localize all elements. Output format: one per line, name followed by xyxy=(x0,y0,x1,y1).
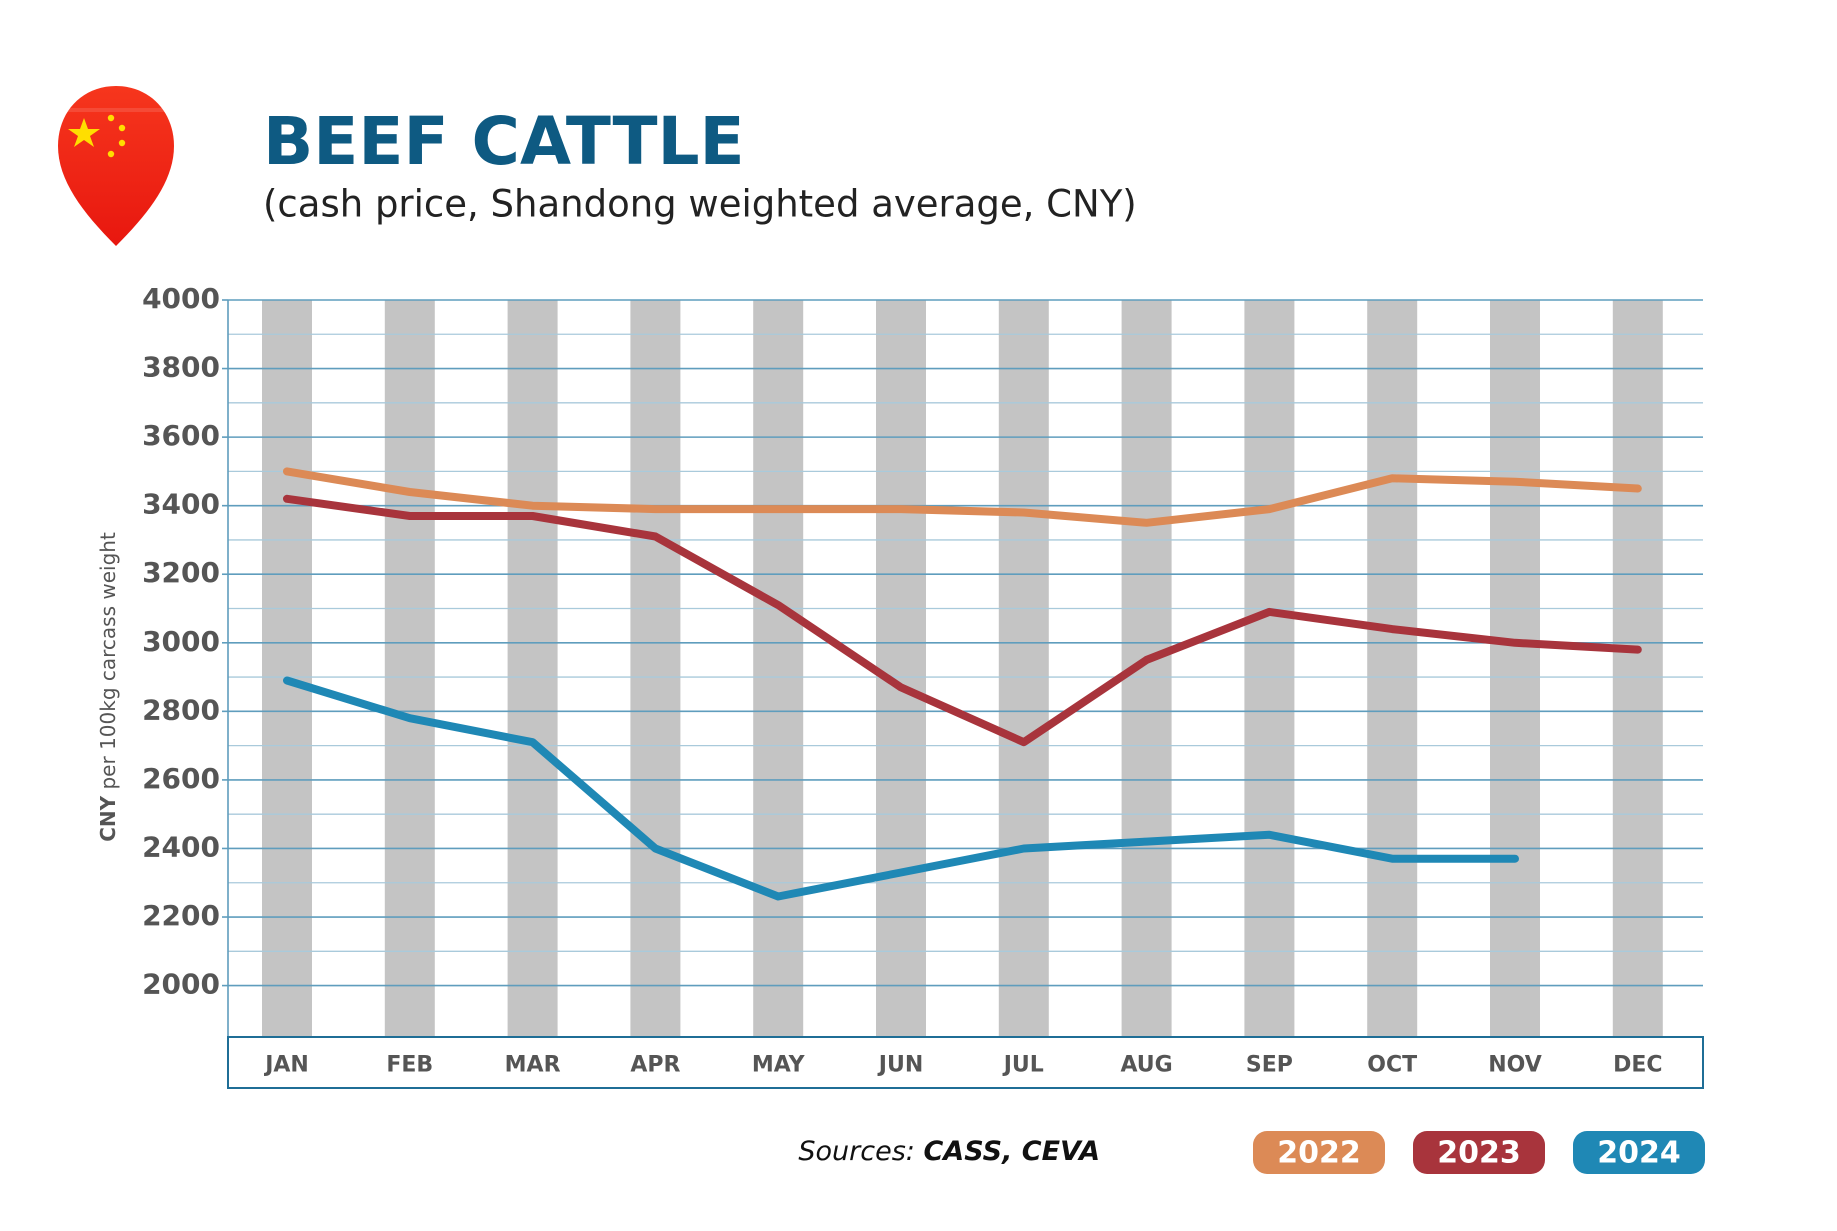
x-tick-label: SEP xyxy=(1246,1053,1293,1078)
series-line xyxy=(283,676,1519,901)
sources-label: Sources: xyxy=(798,1136,915,1167)
x-tick-label: MAY xyxy=(752,1053,806,1078)
y-tick-label: 3400 xyxy=(142,488,220,521)
column-band xyxy=(384,300,435,1037)
x-tick-label: APR xyxy=(630,1053,680,1078)
y-tick-label: 3800 xyxy=(142,351,220,384)
column-band xyxy=(876,300,926,1037)
x-axis-box xyxy=(227,1036,1704,1089)
flag-pin xyxy=(58,86,174,246)
legend-label: 2022 xyxy=(1277,1136,1361,1171)
series-line xyxy=(283,467,1642,527)
column-band xyxy=(1612,300,1663,1037)
chart-subtitle: (cash price, Shandong weighted average, … xyxy=(263,183,1137,226)
column-band xyxy=(507,300,558,1037)
y-tick-label: 4000 xyxy=(142,282,220,315)
y-axis-label: CNY per 100kg carcass weight xyxy=(96,532,120,842)
x-tick-label: FEB xyxy=(386,1053,433,1078)
y-tick-label: 2600 xyxy=(142,762,220,795)
y-tick-label: 3000 xyxy=(142,625,220,658)
y-tick-label: 2000 xyxy=(142,968,220,1001)
legend-label: 2023 xyxy=(1437,1136,1521,1171)
sources-names: CASS, CEVA xyxy=(923,1136,1100,1167)
chart-title: BEEF CATTLE xyxy=(263,103,745,180)
legend-swatch xyxy=(1413,1131,1545,1174)
x-tick-label: DEC xyxy=(1613,1053,1662,1078)
column-band xyxy=(1490,300,1540,1037)
x-tick-label: JAN xyxy=(263,1053,309,1078)
x-tick-label: NOV xyxy=(1488,1053,1542,1078)
y-tick-label: 2200 xyxy=(142,899,220,932)
column-band xyxy=(262,300,312,1037)
y-tick-label: 3200 xyxy=(142,556,220,589)
y-axis-text: per 100kg carcass weight xyxy=(96,532,120,789)
series-line xyxy=(283,494,1642,747)
legend-label: 2024 xyxy=(1597,1136,1681,1171)
column-band xyxy=(998,300,1049,1037)
sources: Sources: CASS, CEVA xyxy=(798,1136,1100,1167)
legend-swatch xyxy=(1573,1131,1705,1174)
column-band xyxy=(753,300,804,1037)
x-tick-label: MAR xyxy=(505,1053,561,1078)
legend-swatch xyxy=(1253,1131,1385,1174)
y-tick-label: 2800 xyxy=(142,693,220,726)
column-band xyxy=(630,300,681,1037)
x-tick-label: JUL xyxy=(1002,1053,1044,1078)
y-tick-label: 2400 xyxy=(142,830,220,863)
y-axis-unit: CNY xyxy=(96,795,120,841)
x-tick-label: OCT xyxy=(1367,1053,1417,1078)
y-tick-label: 3600 xyxy=(142,419,220,452)
column-band xyxy=(1244,300,1295,1037)
x-tick-label: AUG xyxy=(1120,1053,1172,1078)
x-tick-label: JUN xyxy=(877,1053,923,1078)
column-band xyxy=(1367,300,1418,1037)
